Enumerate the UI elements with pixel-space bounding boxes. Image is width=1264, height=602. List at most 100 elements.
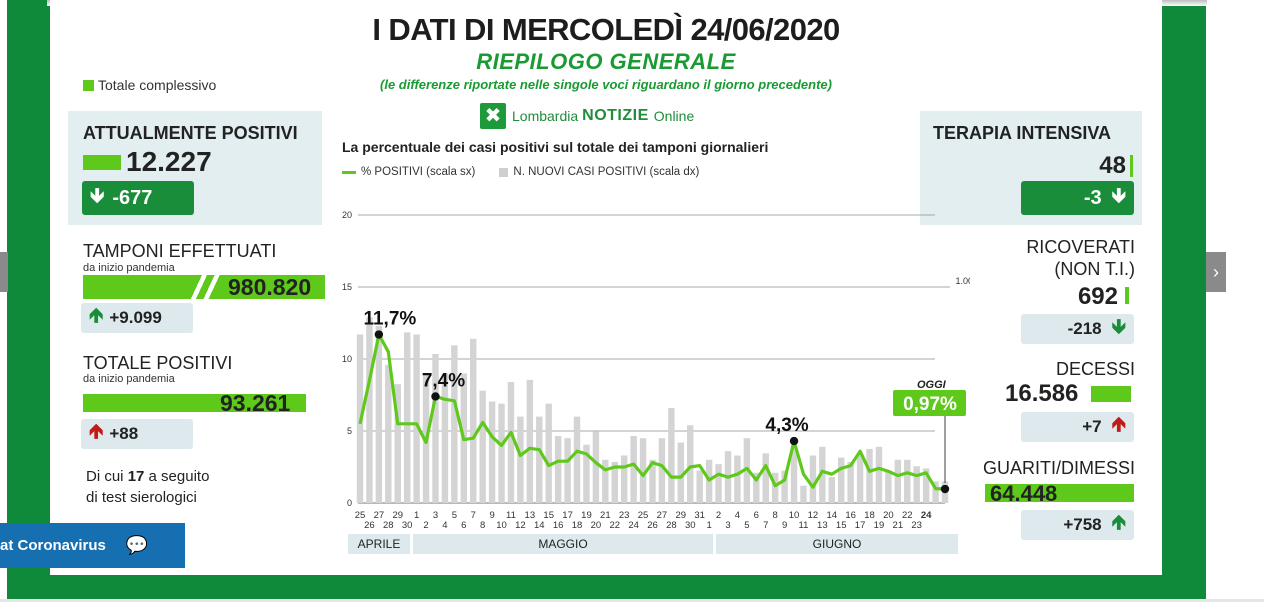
brand-suffix: Online (653, 108, 695, 124)
oggi-label: OGGI (917, 379, 946, 391)
case-bar (630, 436, 637, 503)
x-tick-label: 5 (744, 520, 749, 530)
ricoverati-delta-box: -218 🡻 (1021, 314, 1134, 344)
arrow-up-icon: 🡹 (1111, 414, 1126, 436)
x-tick-label: 27 (657, 510, 668, 521)
case-bar (403, 332, 411, 503)
month-may: MAGGIO (413, 534, 713, 554)
x-tick-label: 25 (355, 510, 366, 521)
terapia-bar (1130, 155, 1133, 177)
x-tick-label: 21 (893, 520, 904, 530)
case-bar (866, 449, 873, 503)
x-tick-label: 24 (628, 520, 639, 530)
peak-label: 11,7% (363, 309, 416, 330)
case-bar (715, 464, 722, 503)
case-bar (488, 401, 496, 503)
case-bar (470, 338, 477, 503)
oggi-value: 0,97% (903, 394, 957, 415)
x-tick-label: 26 (647, 520, 658, 530)
carousel-prev-button[interactable] (0, 252, 8, 292)
x-tick-label: 11 (506, 510, 516, 521)
x-tick-label: 20 (591, 520, 602, 530)
note-prefix: Di cui (86, 468, 124, 485)
case-bar (394, 384, 401, 503)
case-bar (922, 468, 930, 503)
guariti-delta-box: +758 🡹 (1021, 510, 1134, 540)
arrow-down-icon: 🡻 (1111, 185, 1126, 207)
case-bar (677, 442, 685, 503)
totale-label: TOTALE POSITIVI (83, 353, 233, 373)
x-tick-label: 30 (685, 520, 696, 530)
month-june: GIUGNO (716, 534, 958, 554)
totale-sub: da inizio pandemia (83, 373, 175, 385)
case-bar (658, 438, 666, 503)
x-tick-label: 7 (471, 510, 476, 521)
legend-total-label: Totale complessivo (98, 77, 217, 93)
ricoverati-label-2: (NON T.I.) (1054, 259, 1135, 279)
case-bar (847, 461, 854, 503)
legend-line-label: % POSITIVI (scala sx) (361, 166, 476, 178)
case-bar (932, 481, 939, 503)
x-tick-label: 13 (817, 520, 828, 530)
case-bar (894, 459, 902, 503)
legend-bar-label: N. NUOVI CASI POSITIVI (scala dx) (513, 166, 700, 178)
sierologici-note: Di cui 17 a seguito di test sierologici (86, 466, 209, 508)
legend-square-icon (83, 80, 94, 91)
positivi-bar (83, 155, 121, 170)
x-tick-label: 4 (735, 510, 740, 521)
case-bar (696, 470, 703, 503)
x-tick-label: 13 (525, 510, 536, 521)
case-bar (904, 459, 911, 503)
x-tick-label: 9 (782, 520, 787, 530)
x-tick-label: 3 (725, 520, 730, 530)
x-tick-label: 1 (414, 510, 419, 521)
case-bar (385, 364, 392, 503)
chat-coronavirus-button[interactable]: at Coronavirus 💬 (0, 523, 185, 568)
bottom-divider (0, 599, 1264, 602)
guariti-label: GUARITI/DIMESSI (982, 458, 1135, 478)
peak-label: 7,4% (422, 370, 465, 391)
x-tick-label: 9 (489, 510, 494, 521)
x-tick-label: 8 (773, 510, 778, 521)
brand-name: Lombardia (512, 108, 579, 124)
y-tick-label: 10 (342, 354, 352, 364)
positivi-delta: -677 (112, 186, 153, 209)
peak-point (789, 436, 799, 446)
guariti-delta: +758 (1063, 515, 1102, 534)
x-tick-label: 25 (638, 510, 649, 521)
case-bar (875, 446, 883, 503)
arrow-up-icon: 🡹 (1111, 512, 1126, 534)
carousel-next-button[interactable]: › (1206, 252, 1226, 292)
y-tick-label: 20 (342, 210, 352, 220)
case-bar (526, 379, 534, 503)
x-tick-label: 31 (694, 510, 705, 521)
case-bar (734, 455, 741, 503)
x-tick-label: 26 (364, 520, 375, 530)
positivi-label: ATTUALMENTE POSITIVI (83, 123, 298, 143)
case-bar (375, 325, 383, 503)
y2-tick-label: 1.000 (955, 276, 970, 286)
x-tick-label: 2 (423, 520, 428, 530)
ricoverati-delta: -218 (1067, 319, 1102, 338)
chevron-right-icon: › (1213, 261, 1219, 282)
terapia-value: 48 (1099, 152, 1126, 179)
case-bar (790, 446, 798, 503)
case-bar (819, 446, 826, 503)
case-bar (554, 436, 562, 503)
case-bar (564, 438, 571, 503)
x-tick-label: 6 (461, 520, 466, 530)
case-bar (432, 353, 439, 503)
x-tick-label: 19 (581, 510, 592, 521)
decessi-delta-box: +7 🡹 (1021, 412, 1134, 442)
infographic-card: I DATI DI MERCOLEDÌ 24/06/2020 RIEPILOGO… (50, 0, 1162, 575)
case-bar (687, 425, 694, 503)
chart-title: La percentuale dei casi positivi sul tot… (342, 139, 769, 155)
chart-legend: % POSITIVI (scala sx) N. NUOVI CASI POSI… (342, 166, 699, 178)
note-number: 17 (127, 468, 145, 485)
x-tick-label: 8 (480, 520, 485, 530)
case-bar (649, 459, 656, 503)
case-bar (479, 390, 486, 503)
page-title: I DATI DI MERCOLEDÌ 24/06/2020 (372, 12, 840, 47)
ricoverati-label: RICOVERATI (1026, 237, 1135, 257)
positivi-delta-box: 🡻 -677 (82, 181, 194, 215)
